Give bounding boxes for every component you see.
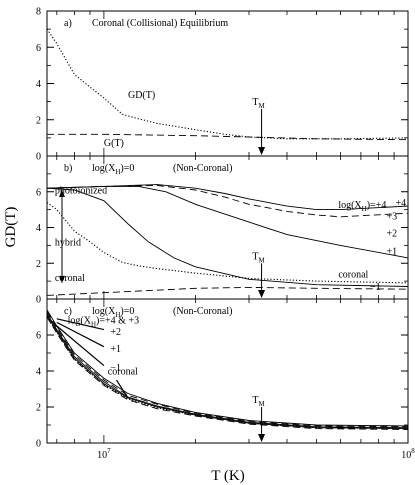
panel-b-annotation: coronal: [338, 270, 368, 281]
panel-c-title-right: (Non-Coronal): [173, 306, 232, 317]
series-c-coronal: [46, 316, 409, 430]
series-b-coronal: [46, 202, 409, 284]
panel-c-ytick-label: 0: [36, 439, 41, 450]
tm-arrowhead-a: [258, 147, 266, 155]
tm-label-c: TM: [252, 395, 265, 408]
panel-c-annotation: +1: [110, 344, 121, 355]
panel-c-ytick-label: 6: [36, 331, 41, 342]
pointer-line-c-3: [115, 379, 129, 399]
series-b-1: [46, 286, 409, 296]
panel-a-ytick-label: 8: [36, 7, 41, 18]
panel-b-series-label: log(XH)=+4: [338, 200, 386, 213]
panel-b-annotation: coronal: [55, 273, 85, 284]
panel-a-title: Coronal (Collisional) Equilibrium: [92, 18, 228, 29]
panel-c-ytick-label: 2: [36, 403, 41, 414]
panel-c-label: c): [64, 306, 72, 317]
y-axis-label: GD(T): [3, 207, 19, 248]
panel-a-annotation: GD(T): [128, 90, 155, 101]
panel-a-frame: [46, 10, 409, 157]
series-c-1: [46, 314, 409, 430]
panel-b-annotation: −1: [370, 282, 381, 293]
tm-label-b: TM: [252, 251, 265, 264]
panel-c-annotation: +2: [110, 327, 121, 338]
series-c-2: [46, 313, 409, 429]
panel-b-label: b): [64, 163, 72, 174]
pointer-line-c-0: [56, 318, 105, 331]
x-axis-label: T (K): [211, 468, 244, 484]
pointer-line-c-1: [56, 321, 105, 348]
panel-c-annotation: coronal: [108, 367, 138, 378]
series-b-2: [46, 185, 409, 259]
panel-a-label: a): [64, 18, 72, 29]
panel-a-ytick-label: 0: [36, 152, 41, 163]
text-layer: 0 2 4 6 8 TM a) Coronal (Collisional) Equilibri…: [3, 7, 415, 485]
panel-b-ytick-label: 2: [36, 259, 41, 270]
panel-b-annotation: photoionized: [55, 186, 107, 197]
panel-b-annotation: +4: [396, 198, 407, 209]
panel-b-title: log(XH)=0: [92, 163, 134, 176]
panel-b-annotation: +1: [387, 246, 398, 257]
tm-label-a: TM: [252, 97, 265, 110]
axes-layer: [46, 10, 409, 444]
series-layer: [46, 28, 409, 430]
panel-b-ytick-label: 0: [36, 295, 41, 306]
range-arrow-b-bottom: [59, 275, 65, 283]
series-c-3: [46, 311, 409, 428]
series-c-1: [46, 316, 409, 430]
panel-b-annotation: hybrid: [55, 237, 81, 248]
series-c-4: [46, 309, 409, 427]
panel-b-title-right: (Non-Coronal): [173, 163, 232, 174]
series-b-1: [46, 187, 409, 287]
xtick-label: 108: [401, 447, 415, 461]
panel-b-ytick-label: 4: [36, 223, 41, 234]
panel-c-series-label: log(XH)=+4 & +3: [68, 315, 139, 328]
panel-a-ytick-label: 4: [36, 79, 41, 90]
panel-b-annotation: +2: [387, 228, 398, 239]
range-arrow-b-top: [59, 189, 65, 197]
tm-arrowhead-c: [258, 434, 266, 442]
pointer-line-c-2: [56, 325, 105, 367]
panel-a-ytick-label: 6: [36, 43, 41, 54]
panel-c-annotation: −1: [110, 363, 121, 374]
panel-a-annotation: G(T): [104, 138, 124, 149]
xtick-label: 107: [97, 447, 111, 461]
panel-a-ytick-label: 2: [36, 115, 41, 126]
panel-c-ytick-label: 4: [36, 367, 41, 378]
series-a-GDT: [46, 28, 409, 140]
series-a-GT: [47, 133, 409, 141]
panel-c-title: log(XH)=0: [92, 306, 134, 319]
tm-arrowhead-b: [258, 290, 266, 298]
panel-b-annotation: +3: [387, 211, 398, 222]
panel-b-ytick-label: 6: [36, 187, 41, 198]
